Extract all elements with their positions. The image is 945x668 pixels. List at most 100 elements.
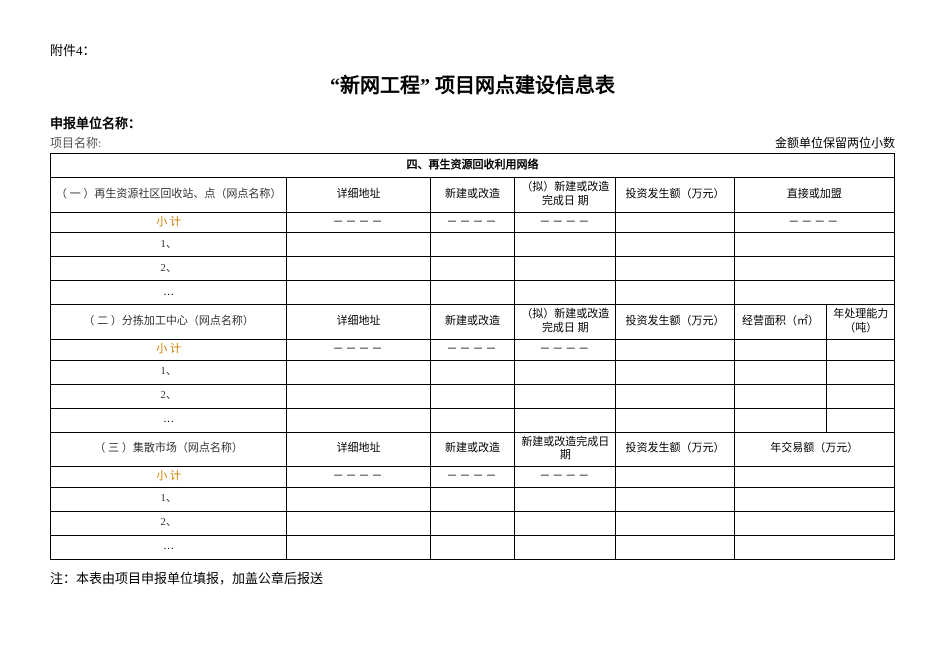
s1-sub-type: －－－－ [430,212,514,233]
s3-col-date: 新建或改造完成日 期 [515,432,616,467]
table-cell [430,257,514,281]
table-cell [616,511,734,535]
s2-r2-label: 2、 [51,384,287,408]
s1-sub-addr: －－－－ [287,212,430,233]
table-cell [287,233,430,257]
project-name-label: 项目名称: [50,134,141,151]
table-cell [515,408,616,432]
table-cell [287,535,430,559]
table-cell [430,360,514,384]
s2-head: （ 二 ）分拣加工中心（网点名称） [51,305,287,340]
main-title: “新网工程” 项目网点建设信息表 [50,69,895,98]
s2-col-capacity: 年处理能力（吨） [827,305,895,340]
footer-note: 注：本表由项目申报单位填报，加盖公章后报送 [50,568,895,587]
table-cell [734,257,894,281]
table-cell [430,487,514,511]
s1-col-mode: 直接或加盟 [734,178,894,213]
s3-col-type: 新建或改造 [430,432,514,467]
table-cell [616,233,734,257]
table-cell [827,360,895,384]
table-cell [616,257,734,281]
table-cell [734,408,827,432]
s1-r1-label: 1、 [51,233,287,257]
table-cell [616,360,734,384]
s3-col-trade: 年交易额（万元） [734,432,894,467]
s1-sub-invest [616,212,734,233]
s1-col-invest: 投资发生额（万元） [616,178,734,213]
table-cell [515,511,616,535]
s2-sub-addr: －－－－ [287,339,430,360]
s2-sub-invest [616,339,734,360]
s1-ellipsis: … [51,281,287,305]
s1-subtotal-label: 小 计 [51,212,287,233]
table-cell [287,511,430,535]
s3-col-addr: 详细地址 [287,432,430,467]
s1-sub-mode: －－－－ [734,212,894,233]
table-cell [287,487,430,511]
info-table: 四、再生资源回收利用网络 （ 一 ）再生资源社区回收站、点（网点名称） 详细地址… [50,153,895,560]
s3-subtotal-label: 小 计 [51,467,287,488]
table-cell [287,384,430,408]
table-cell [287,281,430,305]
table-cell [616,535,734,559]
table-cell [287,360,430,384]
table-cell [287,408,430,432]
s3-sub-addr: －－－－ [287,467,430,488]
attachment-label: 附件4： [50,40,895,59]
table-cell [734,360,827,384]
table-cell [430,535,514,559]
s2-ellipsis: … [51,408,287,432]
s2-sub-type: －－－－ [430,339,514,360]
s1-col-type: 新建或改造 [430,178,514,213]
table-cell [430,384,514,408]
s1-r2-label: 2、 [51,257,287,281]
s2-col-addr: 详细地址 [287,305,430,340]
s3-head: （ 三 ）集散市场（网点名称） [51,432,287,467]
s2-subtotal-label: 小 计 [51,339,287,360]
table-cell [515,535,616,559]
s3-sub-trade [734,467,894,488]
s2-sub-area [734,339,827,360]
currency-unit-note: 金额单位保留两位小数 [775,134,895,151]
s3-sub-date: －－－－ [515,467,616,488]
header-row: 申报单位名称： 项目名称: 金额单位保留两位小数 [50,113,895,151]
table-cell [515,487,616,511]
table-cell [515,281,616,305]
table-cell [430,408,514,432]
s2-sub-date: －－－－ [515,339,616,360]
table-cell [430,233,514,257]
table-cell [430,511,514,535]
table-cell [827,408,895,432]
table-cell [430,281,514,305]
s1-head: （ 一 ）再生资源社区回收站、点（网点名称） [51,178,287,213]
s2-col-date: （拟）新建或改造完成日 期 [515,305,616,340]
section-4-title: 四、再生资源回收利用网络 [51,154,895,178]
table-cell [287,257,430,281]
s1-col-date: （拟）新建或改造完成日 期 [515,178,616,213]
table-cell [734,281,894,305]
table-cell [827,384,895,408]
s2-col-invest: 投资发生额（万元） [616,305,734,340]
s1-sub-date: －－－－ [515,212,616,233]
s2-sub-capacity [827,339,895,360]
s1-col-addr: 详细地址 [287,178,430,213]
table-cell [734,233,894,257]
s2-col-area: 经营面积（㎡） [734,305,827,340]
table-cell [515,233,616,257]
s3-r2-label: 2、 [51,511,287,535]
s3-sub-invest [616,467,734,488]
table-cell [515,257,616,281]
s2-col-type: 新建或改造 [430,305,514,340]
s3-ellipsis: … [51,535,287,559]
table-cell [616,487,734,511]
table-cell [734,511,894,535]
applicant-unit-label: 申报单位名称： [50,113,141,132]
s2-r1-label: 1、 [51,360,287,384]
s3-col-invest: 投资发生额（万元） [616,432,734,467]
table-cell [734,384,827,408]
table-cell [616,281,734,305]
table-cell [734,487,894,511]
s3-sub-type: －－－－ [430,467,514,488]
table-cell [734,535,894,559]
table-cell [515,360,616,384]
